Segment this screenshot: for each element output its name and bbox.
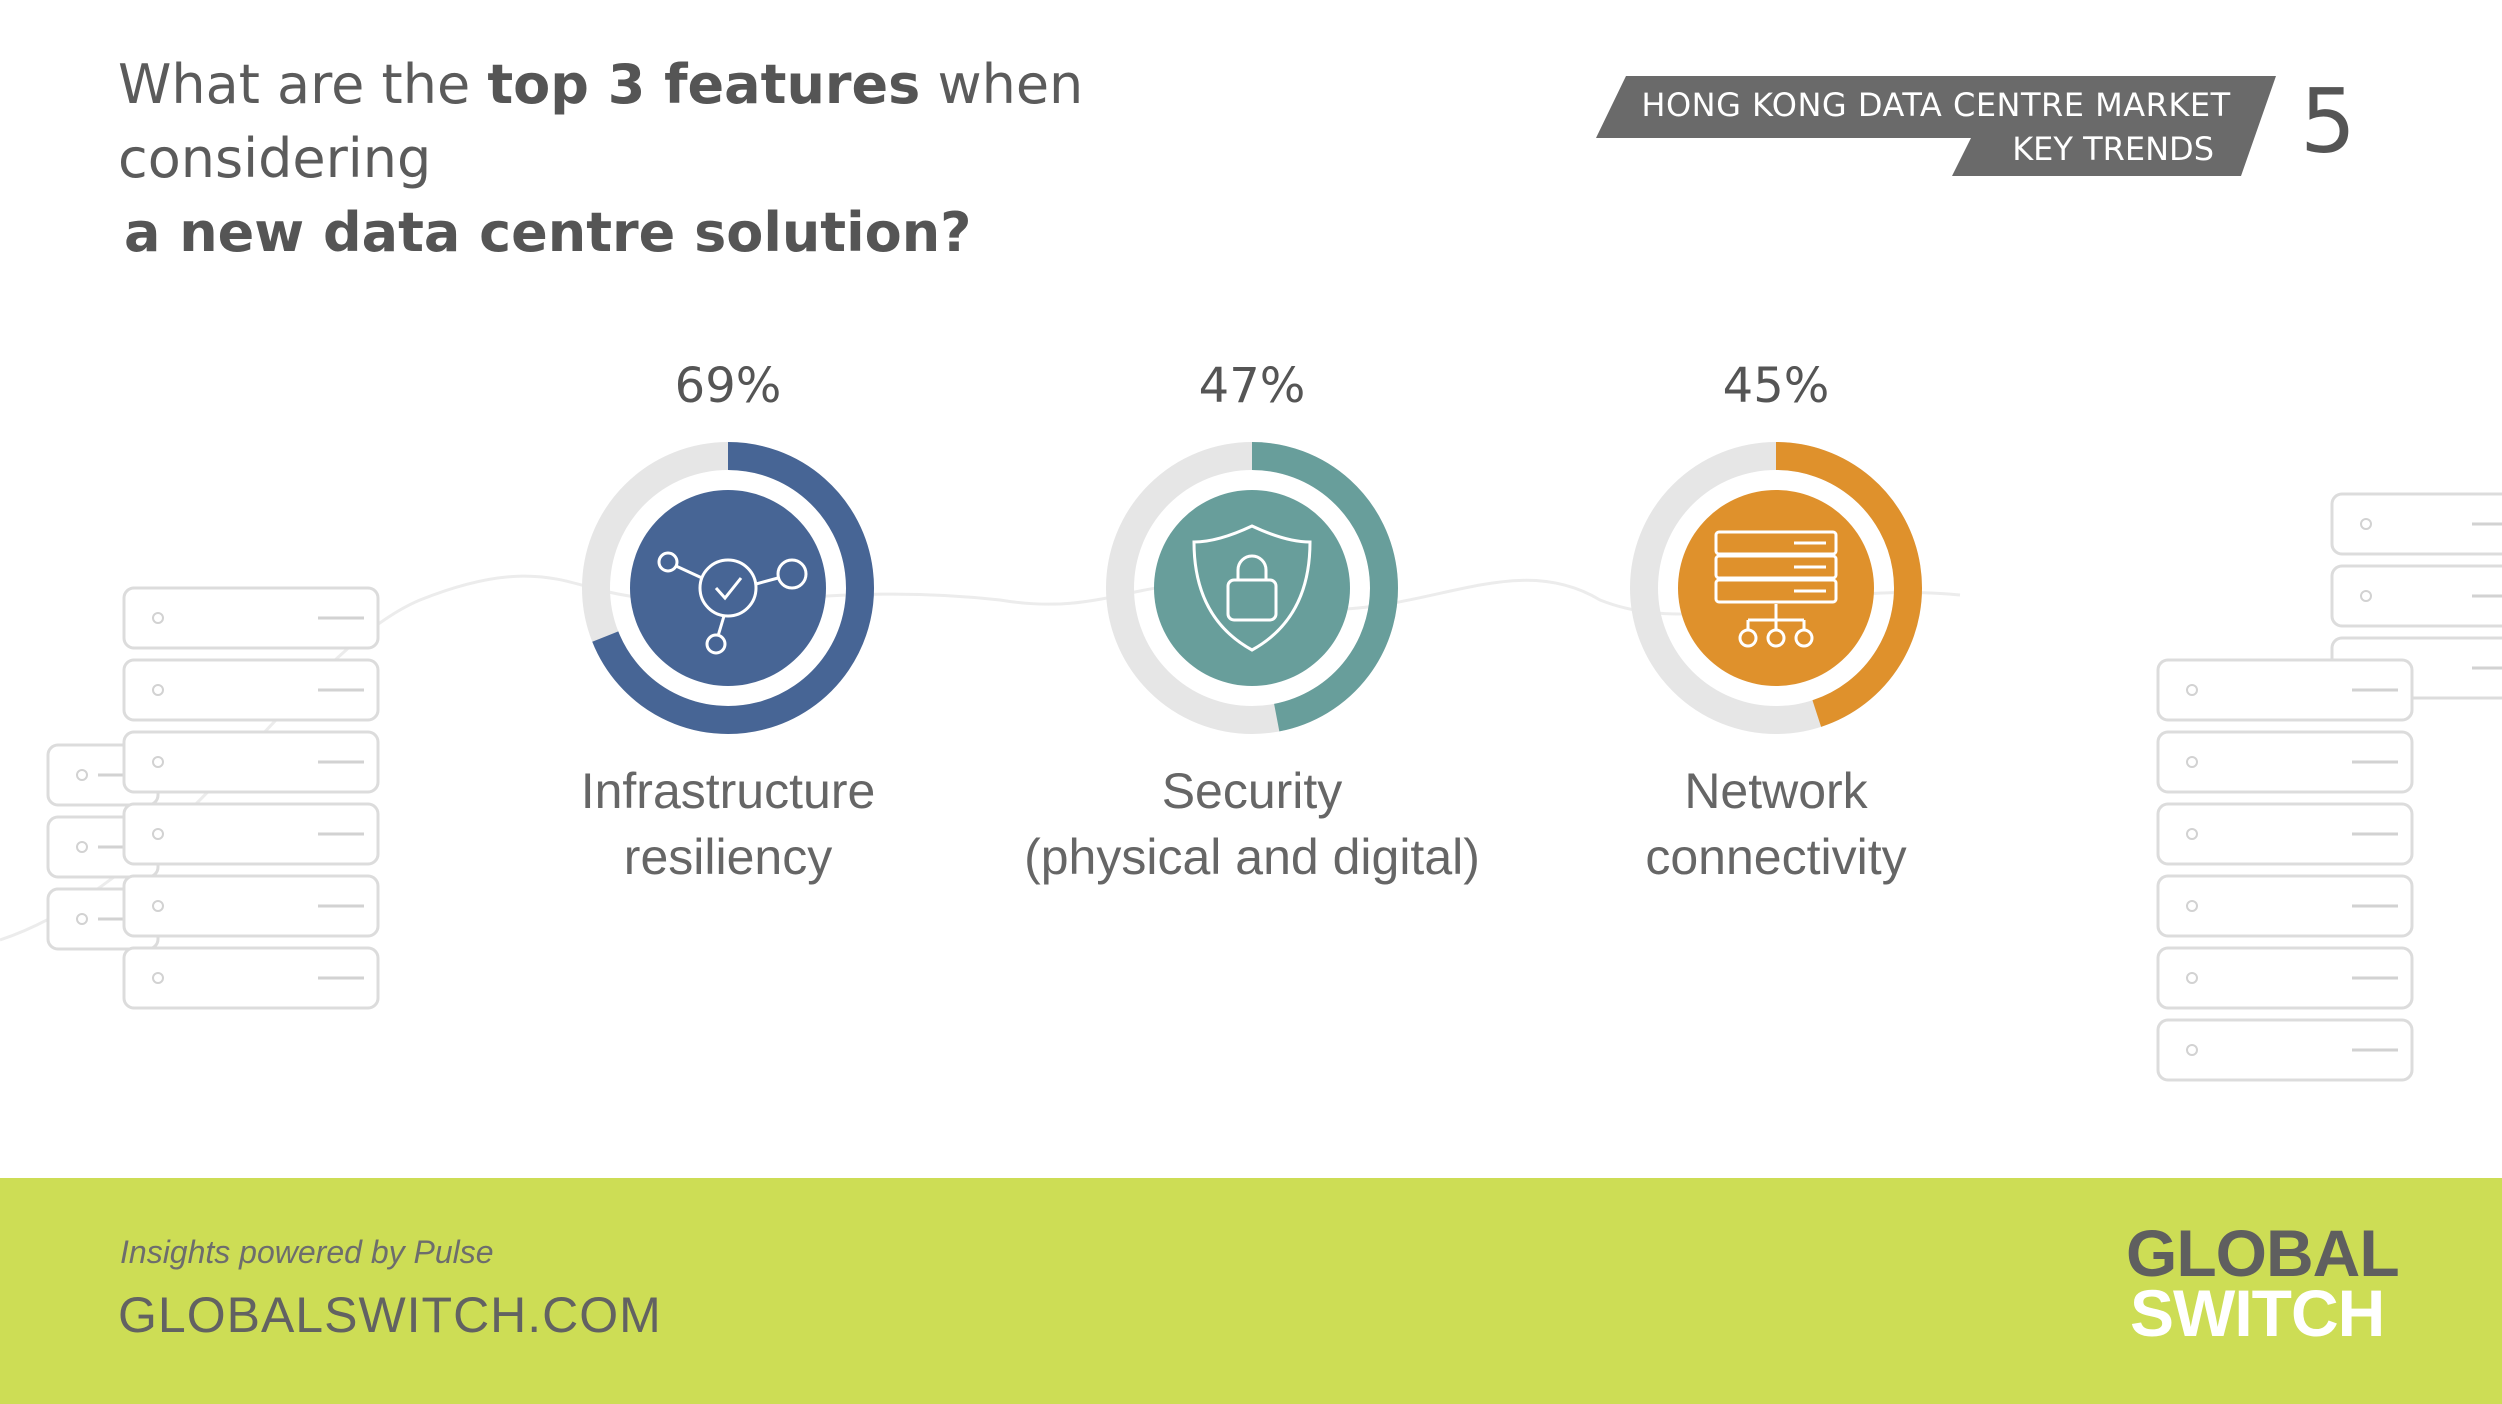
- category-label: Security (physical and digital): [1024, 763, 1480, 885]
- server-unit: [2156, 946, 2414, 1010]
- question-title: What are the top 3 features when conside…: [118, 48, 1398, 270]
- donut-center: [1154, 490, 1350, 686]
- server-unit: [2330, 564, 2502, 628]
- network-check-icon: [657, 551, 808, 655]
- donut-center: [1678, 490, 1874, 686]
- server-unit: [122, 946, 380, 1010]
- category-label: Network connectivity: [1645, 763, 1907, 885]
- page-number: 5: [2300, 70, 2356, 173]
- shield-lock-icon: [1192, 524, 1312, 652]
- donut-1: [582, 442, 874, 734]
- banner-line-2: KEY TRENDS: [2012, 130, 2214, 168]
- server-unit: [122, 730, 380, 794]
- donut-value-arc: [1251, 442, 1398, 732]
- donut-center: [630, 490, 826, 686]
- server-unit: [2156, 874, 2414, 938]
- logo-line-2: SWITCH: [2130, 1276, 2385, 1350]
- server-unit: [122, 586, 380, 650]
- question-text-1: What are the: [118, 53, 488, 116]
- website-link[interactable]: GLOBALSWITCH.COM: [118, 1287, 662, 1343]
- footer: Insights powered by Pulse GLOBALSWITCH.C…: [0, 1178, 2502, 1404]
- donut-3: [1630, 442, 1922, 734]
- category-label: Infrastructure resiliency: [580, 763, 876, 885]
- question-text-2: when considering: [118, 53, 1084, 190]
- server-unit: [2330, 492, 2502, 556]
- value-label: 45%: [1722, 358, 1830, 414]
- donut-2: [1106, 442, 1398, 734]
- server-unit: [122, 874, 380, 938]
- server-unit: [122, 658, 380, 722]
- donut-value-arc: [592, 442, 874, 734]
- value-label: 69%: [674, 358, 782, 414]
- server-unit: [2156, 658, 2414, 722]
- donut-value-arc: [1775, 442, 1922, 727]
- banner-shape: [1596, 76, 2276, 176]
- server-unit: [2156, 1018, 2414, 1082]
- server-stack-left: [46, 586, 380, 1010]
- server-unit: [2156, 802, 2414, 866]
- value-label: 47%: [1198, 358, 1306, 414]
- report-banner: HONG KONG DATA CENTRE MARKET KEY TRENDS: [1596, 76, 2276, 176]
- powered-by-text: Insights powered by Pulse: [120, 1234, 494, 1270]
- server-stack-right: [2156, 492, 2502, 1082]
- logo-line-1: GLOBAL: [2126, 1216, 2400, 1290]
- server-network-icon: [1714, 530, 1838, 648]
- question-bold-2: a new data centre solution?: [124, 201, 972, 264]
- global-switch-logo: GLOBAL SWITCH: [2126, 1216, 2400, 1358]
- banner-line-1: HONG KONG DATA CENTRE MARKET: [1641, 86, 2231, 124]
- server-unit: [122, 802, 380, 866]
- question-bold-1: top 3 features: [487, 53, 921, 116]
- server-unit: [2156, 730, 2414, 794]
